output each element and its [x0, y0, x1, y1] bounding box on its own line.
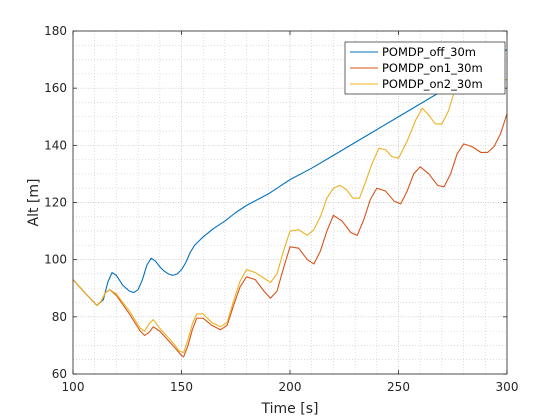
y-tick-label: 60: [52, 367, 67, 381]
x-tick-label: 250: [387, 380, 410, 394]
legend: POMDP_off_30m POMDP_on1_30m POMDP_on2_30m: [344, 41, 506, 95]
legend-label-2: POMDP_on1_30m: [382, 61, 483, 75]
legend-label-1: POMDP_off_30m: [382, 45, 476, 59]
x-tick-label: 300: [496, 380, 519, 394]
series-line-2: [72, 113, 508, 358]
y-tick-label: 120: [44, 196, 67, 210]
y-tick-label: 160: [44, 81, 67, 95]
y-tick-labels: 60 80 100 120 140 160 180: [44, 24, 67, 381]
series-line-1: [72, 49, 508, 306]
y-tick-label: 80: [52, 310, 67, 324]
legend-label-3: POMDP_on2_30m: [382, 77, 483, 91]
x-axis-label: Time [s]: [261, 401, 319, 417]
y-tick-label: 140: [44, 138, 67, 152]
series-line-3: [72, 64, 508, 354]
tick-marks: [72, 30, 508, 375]
y-axis-label: Alt [m]: [26, 179, 42, 227]
x-tick-label: 150: [170, 380, 193, 394]
x-tick-label: 100: [62, 380, 85, 394]
y-tick-label: 180: [44, 24, 67, 38]
series-layer: [72, 49, 508, 358]
y-tick-label: 100: [44, 253, 67, 267]
x-tick-labels: 100 150 200 250 300: [62, 380, 519, 394]
x-tick-label: 200: [279, 380, 302, 394]
